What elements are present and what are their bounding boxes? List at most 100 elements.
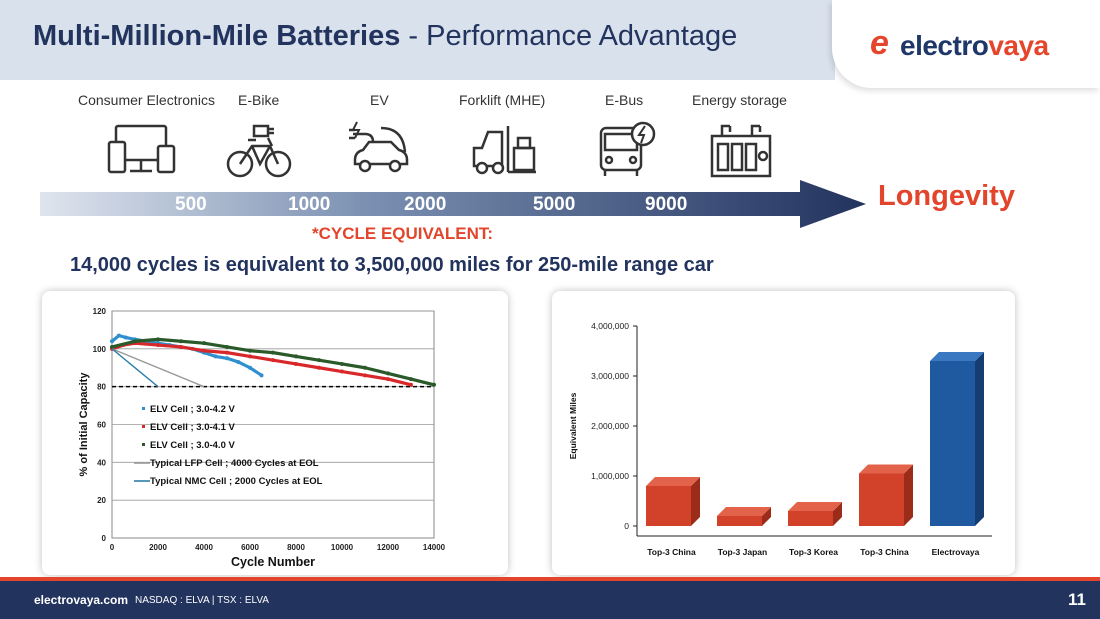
bar-top bbox=[930, 352, 984, 361]
data-point bbox=[179, 339, 183, 344]
arrow-tick-9000: 9000 bbox=[645, 194, 688, 215]
bar-side bbox=[904, 464, 913, 526]
page-number: 11 bbox=[1068, 590, 1086, 609]
data-point bbox=[317, 365, 321, 370]
legend-label: ELV Cell ; 3.0-4.0 V bbox=[150, 440, 235, 451]
data-point bbox=[213, 354, 218, 359]
ev-car-icon bbox=[349, 121, 409, 173]
category-label: Top-3 China bbox=[647, 547, 696, 557]
legend-marker bbox=[142, 443, 145, 446]
data-point bbox=[133, 339, 137, 344]
y-tick-label: 40 bbox=[97, 458, 106, 467]
logo-container bbox=[832, 0, 1100, 88]
bar-side bbox=[762, 507, 771, 526]
x-tick-label: 2000 bbox=[149, 543, 167, 552]
mileage-statement: 14,000 cycles is equivalent to 3,500,000… bbox=[70, 254, 714, 276]
bar bbox=[646, 486, 691, 526]
footer-bar: electrovaya.com NASDAQ : ELVA | TSX : EL… bbox=[0, 581, 1100, 619]
data-point bbox=[294, 361, 298, 366]
data-point bbox=[116, 333, 121, 338]
data-point bbox=[340, 369, 344, 374]
app-label-energy-storage: Energy storage bbox=[692, 92, 787, 108]
arrow-tick-1000: 1000 bbox=[288, 194, 331, 215]
y-tick-label: 4,000,000 bbox=[591, 321, 629, 331]
y-tick-label: 3,000,000 bbox=[591, 371, 629, 381]
logo-e-mark: e bbox=[870, 24, 889, 62]
y-axis-title: % of Initial Capacity bbox=[78, 372, 90, 477]
ebike-icon bbox=[226, 124, 292, 178]
y-tick-label: 0 bbox=[102, 534, 107, 543]
page-title: Multi-Million-Mile Batteries - Performan… bbox=[33, 20, 737, 53]
data-point bbox=[409, 377, 413, 382]
x-tick-label: 10000 bbox=[331, 543, 354, 552]
bar bbox=[930, 361, 975, 526]
bar-side bbox=[833, 502, 842, 526]
longevity-label: Longevity bbox=[878, 180, 1015, 212]
arrow-tick-5000: 5000 bbox=[533, 194, 576, 215]
legend-label: Typical NMC Cell ; 2000 Cycles at EOL bbox=[150, 476, 323, 487]
forklift-icon bbox=[472, 126, 536, 175]
data-point bbox=[248, 354, 252, 359]
longevity-arrow bbox=[40, 180, 866, 228]
legend-marker bbox=[142, 407, 145, 410]
category-label: Top-3 Korea bbox=[789, 547, 838, 557]
bar-top bbox=[859, 464, 913, 474]
miles-bar-chart: 0 1,000,000 2,000,000 3,000,000 4,000,000 Equ… bbox=[568, 321, 992, 557]
y-tick-label: 1,000,000 bbox=[591, 471, 629, 481]
x-tick-label: 6000 bbox=[241, 543, 259, 552]
bar bbox=[788, 511, 833, 526]
y-axis-title: Equivalent Miles bbox=[568, 392, 578, 459]
x-tick-label: 8000 bbox=[287, 543, 305, 552]
capacity-chart-panel: 0 20 40 60 80 100 120 0 2000 4000 6000 8000 10000 120… bbox=[42, 291, 508, 575]
data-point bbox=[294, 354, 298, 359]
x-tick-label: 12000 bbox=[377, 543, 400, 552]
legend-label: Typical LFP Cell ; 4000 Cycles at EOL bbox=[150, 458, 319, 469]
data-point bbox=[110, 339, 114, 344]
data-point bbox=[110, 344, 114, 349]
arrow-tick-2000: 2000 bbox=[404, 194, 447, 215]
data-point bbox=[225, 350, 229, 355]
y-tick-label: 80 bbox=[97, 383, 106, 392]
category-label: Electrovaya bbox=[932, 547, 980, 557]
series-line-4 bbox=[111, 348, 205, 388]
data-point bbox=[271, 350, 275, 355]
data-point bbox=[156, 337, 160, 342]
data-point bbox=[225, 344, 229, 349]
bar bbox=[717, 516, 762, 526]
data-point bbox=[202, 341, 206, 346]
app-label-ebus: E-Bus bbox=[605, 92, 644, 108]
data-point bbox=[225, 356, 229, 361]
footer-website-link[interactable]: electrovaya.com bbox=[34, 593, 129, 607]
category-label: Top-3 Japan bbox=[718, 547, 767, 557]
bar-top bbox=[788, 502, 842, 511]
title-subtitle: - Performance Advantage bbox=[400, 20, 738, 52]
data-point bbox=[202, 348, 206, 353]
footer-accent-line bbox=[0, 577, 1100, 581]
arrow-tick-500: 500 bbox=[175, 194, 207, 215]
energy-storage-icon bbox=[710, 124, 772, 178]
company-logo: electrovaya bbox=[900, 30, 1049, 62]
title-bold: Multi-Million-Mile Batteries bbox=[33, 20, 401, 52]
bar-top bbox=[646, 477, 700, 486]
x-axis-title: Cycle Number bbox=[231, 555, 315, 569]
x-tick-label: 4000 bbox=[195, 543, 213, 552]
data-point bbox=[271, 358, 275, 363]
logo-text-2: vaya bbox=[988, 30, 1049, 61]
series-line-5 bbox=[111, 348, 159, 388]
data-point bbox=[259, 373, 264, 378]
title-band bbox=[0, 0, 835, 80]
data-point bbox=[340, 361, 344, 366]
data-point bbox=[179, 344, 183, 349]
legend-marker bbox=[142, 425, 145, 428]
data-point bbox=[248, 365, 252, 370]
app-label-ev: EV bbox=[370, 92, 389, 108]
y-tick-label: 60 bbox=[97, 421, 106, 430]
x-tick-label: 14000 bbox=[423, 543, 446, 552]
logo-text-1: electro bbox=[900, 30, 989, 61]
data-point bbox=[156, 343, 160, 348]
ebus-icon bbox=[599, 121, 656, 176]
data-point bbox=[386, 371, 390, 376]
footer-ticker: NASDAQ : ELVA | TSX : ELVA bbox=[135, 595, 269, 606]
app-label-forklift: Forklift (MHE) bbox=[459, 92, 546, 108]
data-point bbox=[386, 377, 390, 382]
